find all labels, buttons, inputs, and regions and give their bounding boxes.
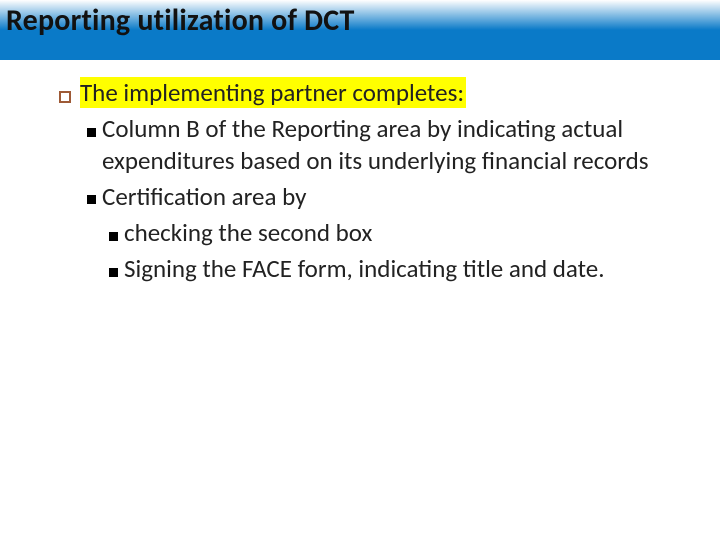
square-outline-icon bbox=[50, 76, 80, 106]
square-solid-icon bbox=[80, 112, 102, 140]
bullet-l1-1: The implementing partner completes: bbox=[50, 76, 680, 108]
square-solid-icon bbox=[102, 216, 124, 244]
bullet-l3-1: checking the second box bbox=[102, 216, 680, 248]
bullet-l3-2: Signing the FACE form, indicating title … bbox=[102, 252, 680, 284]
square-solid-icon bbox=[102, 252, 124, 280]
bullet-text: checking the second box bbox=[124, 216, 680, 248]
title-band: Reporting utilization of DCT bbox=[0, 0, 720, 60]
content-area: The implementing partner completes: Colu… bbox=[50, 62, 680, 285]
highlighted-text: The implementing partner completes: bbox=[80, 77, 466, 108]
slide: Reporting utilization of DCT The impleme… bbox=[0, 0, 720, 540]
bullet-l2-1: Column B of the Reporting area by indica… bbox=[80, 112, 680, 176]
bullet-text: Signing the FACE form, indicating title … bbox=[124, 252, 680, 284]
bullet-text: Column B of the Reporting area by indica… bbox=[102, 112, 680, 176]
slide-title: Reporting utilization of DCT bbox=[6, 2, 355, 39]
bullet-text: Certification area by bbox=[102, 180, 680, 212]
square-solid-icon bbox=[80, 180, 102, 208]
bullet-l2-2: Certification area by bbox=[80, 180, 680, 212]
